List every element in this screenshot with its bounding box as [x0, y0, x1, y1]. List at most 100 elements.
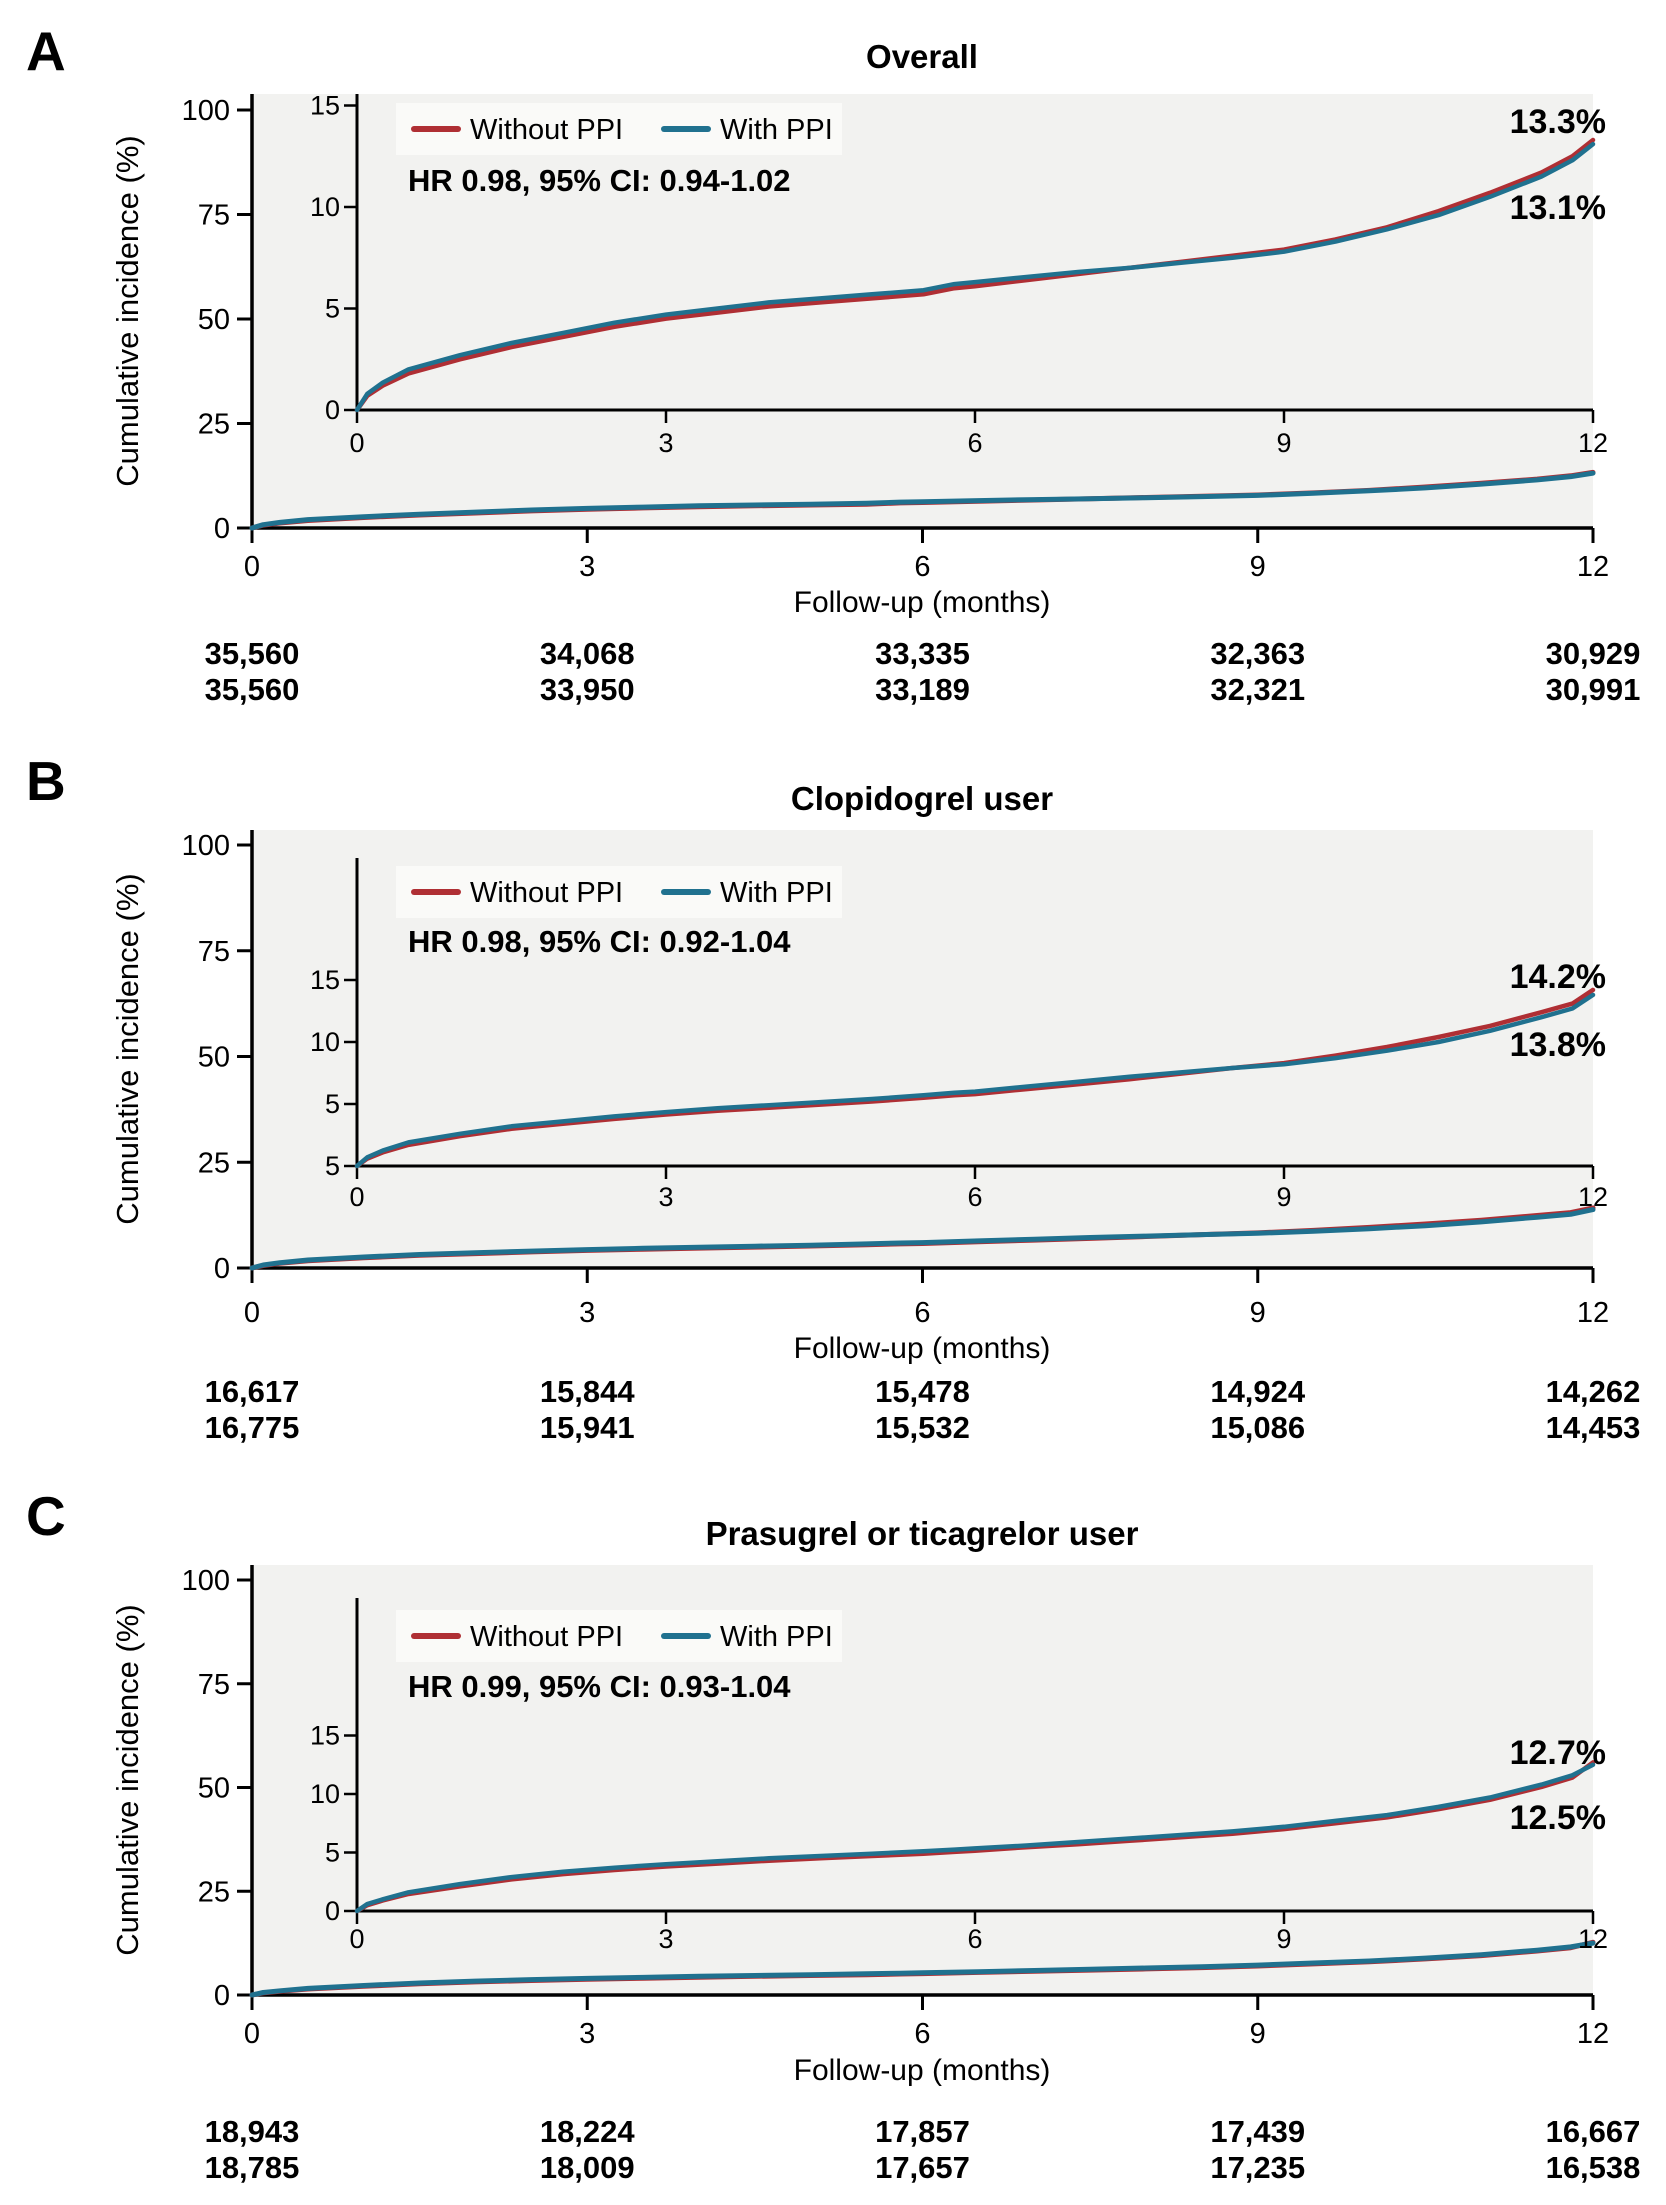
inset-x-tick-label: 6: [967, 1182, 982, 1212]
at-risk-with_ppi: 15,086: [1210, 1410, 1305, 1445]
main-y-tick-label: 50: [198, 1773, 230, 1805]
legend-label-without-ppi: Without PPI: [470, 1621, 623, 1653]
main-y-tick-label: 0: [214, 1253, 230, 1285]
at-risk-without_ppi: 17,857: [875, 2114, 970, 2149]
curve-inset-with_ppi: [354, 141, 1596, 413]
inset-x-tick-label: 12: [1578, 1182, 1608, 1212]
panel-letter: C: [26, 1485, 66, 1547]
at-risk-without_ppi: 18,224: [540, 2114, 636, 2149]
at-risk-without_ppi: 32,363: [1210, 636, 1305, 671]
inset-x-tick-label: 12: [1578, 428, 1608, 458]
main-y-tick-label: 100: [182, 1565, 230, 1597]
y-axis-label: Cumulative incidence (%): [110, 1604, 145, 1955]
legend-box: [396, 103, 842, 155]
inset-x-tick-label: 6: [967, 1924, 982, 1954]
inset-x-tick-label: 3: [658, 1182, 673, 1212]
inset-y-tick-label: 10: [310, 192, 340, 222]
main-x-tick-label: 0: [244, 551, 260, 583]
at-risk-with_ppi: 17,657: [875, 2150, 970, 2185]
inset-x-tick-label: 3: [658, 428, 673, 458]
curve-inset-with_ppi: [354, 992, 1596, 1169]
panel-title: Overall: [866, 38, 978, 75]
curve-main-with_ppi: [249, 470, 1596, 531]
inset-x-tick-label: 9: [1276, 428, 1291, 458]
main-y-tick-label: 75: [198, 200, 230, 232]
y-axis-label: Cumulative incidence (%): [110, 873, 145, 1224]
panel-letter: B: [26, 750, 66, 812]
inset-y-tick-label: 0: [325, 395, 340, 425]
panel-c-prasugrel-ticagrelor: C Prasugrel or ticagrelor user10075502500…: [26, 1485, 1640, 2185]
inset-x-tick-label: 9: [1276, 1924, 1291, 1954]
main-x-tick-label: 9: [1250, 1297, 1266, 1329]
at-risk-with_ppi: 30,991: [1546, 672, 1641, 707]
at-risk-without_ppi: 14,924: [1210, 1374, 1306, 1409]
main-x-tick-label: 12: [1577, 1297, 1609, 1329]
at-risk-with_ppi: 18,009: [540, 2150, 635, 2185]
inset-x-tick-label: 6: [967, 428, 982, 458]
end-label-without-ppi: 12.7%: [1510, 1734, 1606, 1772]
at-risk-without_ppi: 34,068: [540, 636, 635, 671]
at-risk-with_ppi: 18,785: [205, 2150, 300, 2185]
curve-main-with_ppi: [249, 1207, 1596, 1271]
hr-annotation: HR 0.98, 95% CI: 0.94-1.02: [408, 163, 791, 198]
at-risk-with_ppi: 33,950: [540, 672, 635, 707]
at-risk-with_ppi: 17,235: [1210, 2150, 1305, 2185]
at-risk-without_ppi: 15,478: [875, 1374, 970, 1409]
main-y-tick-label: 0: [214, 513, 230, 545]
at-risk-without_ppi: 30,929: [1546, 636, 1641, 671]
main-y-tick-label: 100: [182, 830, 230, 862]
main-y-tick-label: 25: [198, 409, 230, 441]
inset-x-tick-label: 9: [1276, 1182, 1291, 1212]
at-risk-without_ppi: 35,560: [205, 636, 300, 671]
curve-inset-without_ppi: [354, 137, 1596, 413]
legend-label-with-ppi: With PPI: [720, 1621, 833, 1653]
legend-box: [396, 1610, 842, 1662]
main-x-tick-label: 6: [914, 2018, 930, 2050]
main-x-tick-label: 9: [1250, 2018, 1266, 2050]
at-risk-without_ppi: 16,617: [205, 1374, 300, 1409]
main-y-tick-label: 50: [198, 304, 230, 336]
end-label-with-ppi: 13.8%: [1510, 1026, 1606, 1064]
panel-letter: A: [26, 20, 66, 82]
inset-y-tick-label: 5: [325, 1089, 340, 1119]
inset-y-tick-label: 15: [310, 1721, 340, 1751]
inset-x-tick-label: 0: [349, 428, 364, 458]
end-label-without-ppi: 13.3%: [1510, 103, 1606, 141]
x-axis-label: Follow-up (months): [794, 1332, 1051, 1365]
main-y-tick-label: 0: [214, 1980, 230, 2012]
at-risk-without_ppi: 14,262: [1546, 1374, 1641, 1409]
main-y-tick-label: 75: [198, 936, 230, 968]
at-risk-without_ppi: 17,439: [1210, 2114, 1305, 2149]
x-axis-label: Follow-up (months): [794, 586, 1051, 619]
hr-annotation: HR 0.98, 95% CI: 0.92-1.04: [408, 924, 791, 959]
x-axis-label: Follow-up (months): [794, 2054, 1051, 2087]
legend-label-without-ppi: Without PPI: [470, 114, 623, 146]
at-risk-with_ppi: 15,532: [875, 1410, 970, 1445]
curve-main-with_ppi: [249, 1940, 1596, 1998]
curve-inset-without_ppi: [354, 987, 1596, 1169]
inset-y-tick-label: 15: [310, 91, 340, 121]
main-y-tick-label: 75: [198, 1669, 230, 1701]
legend-label-with-ppi: With PPI: [720, 114, 833, 146]
inset-y-tick-label: 10: [310, 1027, 340, 1057]
inset-y-tick-label: 15: [310, 965, 340, 995]
inset-y-tick-label: 5: [325, 294, 340, 324]
main-y-tick-label: 25: [198, 1147, 230, 1179]
main-x-tick-label: 6: [914, 551, 930, 583]
end-label-without-ppi: 14.2%: [1510, 958, 1606, 996]
main-x-tick-label: 12: [1577, 2018, 1609, 2050]
main-y-tick-label: 25: [198, 1876, 230, 1908]
curve-inset-with_ppi: [354, 1762, 1596, 1914]
main-y-tick-label: 100: [182, 95, 230, 127]
at-risk-with_ppi: 32,321: [1210, 672, 1305, 707]
legend-label-without-ppi: Without PPI: [470, 877, 623, 909]
panel-title: Prasugrel or ticagrelor user: [706, 1515, 1139, 1552]
at-risk-with_ppi: 16,775: [205, 1410, 300, 1445]
at-risk-without_ppi: 18,943: [205, 2114, 300, 2149]
at-risk-without_ppi: 16,667: [1546, 2114, 1641, 2149]
end-label-with-ppi: 13.1%: [1510, 189, 1606, 227]
